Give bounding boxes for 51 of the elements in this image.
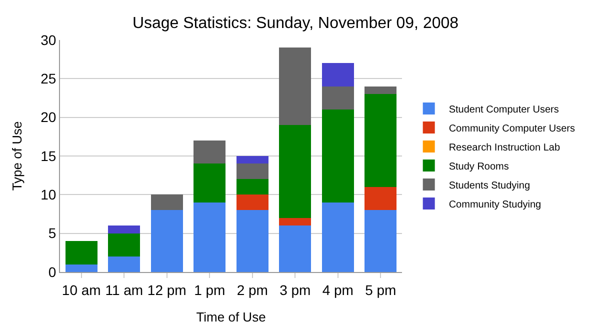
- legend-label: Study Rooms: [448, 161, 509, 172]
- bar: [236, 179, 268, 195]
- bar: [194, 202, 226, 272]
- bar: [364, 210, 397, 272]
- y-tick-label: 15: [40, 148, 56, 164]
- bar: [108, 256, 140, 272]
- y-tick-label: 25: [40, 70, 56, 87]
- bar: [236, 156, 268, 164]
- x-axis-title: Time of Use: [196, 309, 266, 324]
- bar: [65, 264, 98, 272]
- bar: [322, 63, 354, 86]
- bar: [322, 202, 354, 272]
- bar: [108, 226, 140, 234]
- legend-label: Students Studying: [448, 180, 530, 192]
- bar: [65, 241, 98, 264]
- y-tick-label: 20: [40, 109, 56, 126]
- legend-label: Community Studying: [448, 199, 542, 210]
- x-tick-label: 11 am: [105, 282, 144, 298]
- x-tick-label: 3 pm: [280, 282, 311, 298]
- bar: [279, 48, 312, 126]
- x-tick-label: 5 pm: [365, 282, 396, 298]
- chart-title: Usage Statistics: Sunday, November 09, 2008: [132, 14, 459, 32]
- bar: [364, 86, 397, 94]
- x-tick-label: 1 pm: [194, 282, 226, 298]
- legend-label: Community Computer Users: [448, 123, 575, 134]
- y-tick-label: 5: [48, 225, 56, 242]
- bar: [364, 186, 397, 210]
- bar: [150, 210, 183, 272]
- y-axis-title: Type of Use: [10, 121, 25, 191]
- bar: [150, 194, 183, 210]
- y-tick-label: 30: [40, 32, 56, 48]
- y-tick-label: 10: [40, 186, 56, 203]
- bar: [194, 164, 226, 202]
- bar: [236, 164, 268, 180]
- legend-label: Student Computer Users: [448, 104, 559, 116]
- legend-label: Research Instruction Lab: [448, 142, 560, 154]
- bar: [322, 86, 354, 110]
- bar: [194, 140, 226, 164]
- x-tick-label: 2 pm: [236, 282, 268, 298]
- x-tick-label: 10 am: [62, 282, 101, 298]
- x-tick-label: 4 pm: [322, 282, 354, 298]
- bar: [279, 226, 312, 272]
- bar: [236, 210, 268, 272]
- bar: [236, 194, 268, 210]
- bar: [279, 218, 312, 226]
- bar: [108, 233, 140, 257]
- y-tick-label: 0: [48, 264, 56, 280]
- bar: [279, 125, 312, 218]
- bar: [322, 110, 354, 202]
- x-tick-label: 12 pm: [147, 282, 186, 298]
- bar: [364, 94, 397, 187]
